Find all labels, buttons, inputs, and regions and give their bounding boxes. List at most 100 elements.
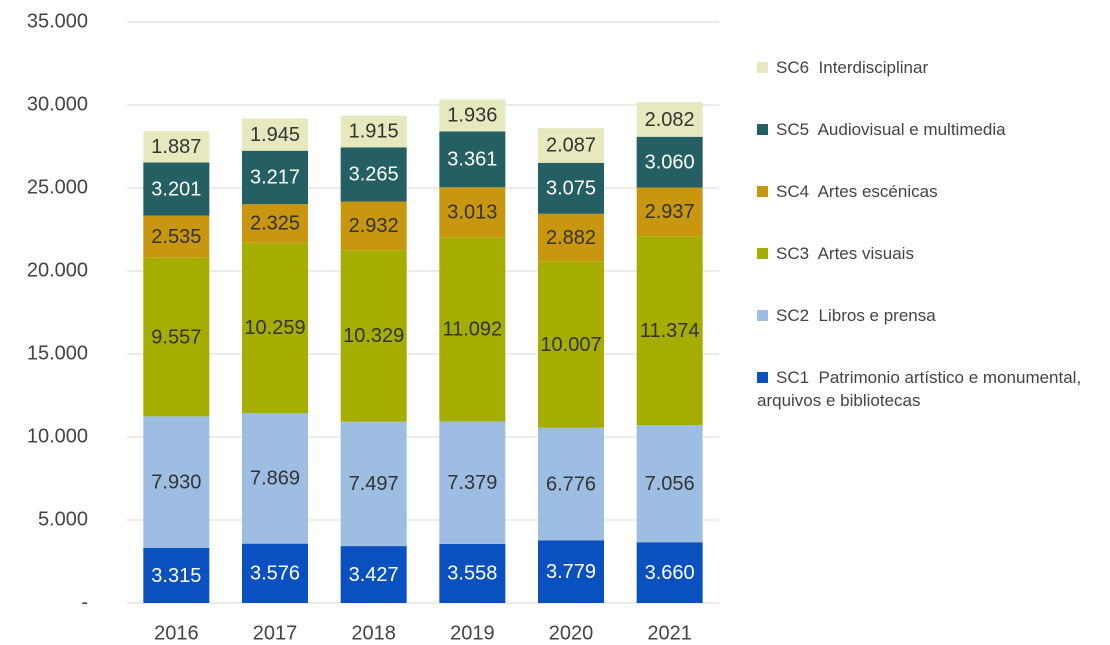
data-label: 9.557 <box>151 326 201 348</box>
legend-marker <box>757 372 768 383</box>
bar-segment <box>636 136 703 188</box>
bar-segment <box>636 425 703 543</box>
legend-item: SC5 Audiovisual e multimedia <box>757 118 1092 141</box>
data-label: 3.013 <box>447 202 497 224</box>
bar-segment <box>242 150 308 205</box>
data-label: 3.060 <box>645 151 695 173</box>
data-label: 7.930 <box>151 471 201 493</box>
data-label: 10.259 <box>244 317 305 339</box>
bar-segment <box>538 540 604 603</box>
data-label: 3.075 <box>546 178 596 200</box>
legend-item: SC3 Artes visuais <box>757 242 1092 265</box>
data-label: 7.056 <box>645 473 695 495</box>
x-tick-label: 2020 <box>549 622 594 644</box>
data-label: 11.092 <box>442 319 502 341</box>
data-label: 3.660 <box>645 562 695 584</box>
y-tick-label: 25.000 <box>27 176 88 198</box>
bar-segment <box>242 543 308 603</box>
data-label: 3.779 <box>546 561 596 583</box>
bar-segment <box>340 115 407 148</box>
bar-segment <box>538 162 604 214</box>
data-label: 7.869 <box>250 468 300 490</box>
bar-segment <box>143 257 210 417</box>
bar-segment <box>143 162 210 216</box>
bar-segment <box>636 102 703 137</box>
bar-segment <box>143 131 210 163</box>
legend-label: SC1 Patrimonio artístico e monumental, a… <box>757 368 1086 410</box>
y-tick-label: 15.000 <box>27 342 88 364</box>
data-label: 1.945 <box>250 124 300 146</box>
bar-segment <box>439 99 506 132</box>
data-label: 3.315 <box>151 565 201 587</box>
data-label: 2.937 <box>645 201 695 223</box>
bar-segment <box>538 427 604 541</box>
data-label: 2.082 <box>645 109 695 131</box>
legend-item: SC2 Libros e prensa <box>757 304 1092 327</box>
y-tick-label: 20.000 <box>27 259 88 281</box>
x-tick-label: 2016 <box>154 622 199 644</box>
bar-segment <box>340 421 407 547</box>
bar-segment <box>439 187 506 238</box>
y-tick-label: 35.000 <box>27 10 88 32</box>
bar-segment <box>242 204 308 243</box>
bar-segment <box>538 213 604 262</box>
data-label: 3.201 <box>151 178 201 200</box>
data-label: 2.325 <box>250 213 300 235</box>
data-label: 2.535 <box>151 226 201 248</box>
x-tick-label: 2018 <box>351 622 396 644</box>
bar-segment <box>242 242 308 414</box>
legend-item: SC1 Patrimonio artístico e monumental, a… <box>757 366 1092 412</box>
bar-segment <box>340 250 407 422</box>
legend-label: SC5 Audiovisual e multimedia <box>776 120 1006 139</box>
data-label: 2.087 <box>546 135 596 157</box>
data-label: 11.374 <box>640 320 700 342</box>
legend-marker <box>757 310 768 321</box>
data-label: 2.882 <box>546 227 596 249</box>
data-label: 10.329 <box>343 325 404 347</box>
legend-item: SC6 Interdisciplinar <box>757 56 1092 79</box>
data-label: 3.265 <box>349 164 399 186</box>
bar-segment <box>439 543 506 603</box>
legend-item: SC4 Artes escénicas <box>757 180 1092 203</box>
y-tick-label: - <box>81 591 88 613</box>
data-label: 6.776 <box>546 473 596 495</box>
bar-segment <box>242 118 308 151</box>
y-tick-label: 5.000 <box>38 508 88 530</box>
legend-label: SC4 Artes escénicas <box>776 182 938 201</box>
bar-segment <box>439 421 506 544</box>
data-label: 3.361 <box>447 149 497 171</box>
x-tick-label: 2017 <box>253 622 298 644</box>
data-label: 3.427 <box>349 564 399 586</box>
x-tick-label: 2021 <box>647 622 692 644</box>
data-label: 2.932 <box>349 215 399 237</box>
data-label: 3.217 <box>250 167 300 189</box>
bar-segment <box>340 546 407 603</box>
bar-segment <box>340 201 407 251</box>
bar-segment <box>538 261 604 428</box>
legend-label: SC6 Interdisciplinar <box>776 58 929 77</box>
bar-segment <box>143 547 210 603</box>
y-tick-label: 10.000 <box>27 425 88 447</box>
data-label: 3.576 <box>250 563 300 585</box>
bar-segment <box>439 131 506 188</box>
legend-marker <box>757 248 768 259</box>
legend-marker <box>757 124 768 135</box>
legend-label: SC2 Libros e prensa <box>776 306 936 325</box>
bar-segment <box>636 236 703 426</box>
bar-segment <box>636 542 703 603</box>
data-label: 3.558 <box>447 563 497 585</box>
data-label: 7.379 <box>447 472 497 494</box>
legend-marker <box>757 186 768 197</box>
bar-segment <box>439 237 506 422</box>
bar-segment <box>143 215 210 258</box>
bar-segment <box>538 128 604 163</box>
data-label: 1.887 <box>151 136 201 158</box>
bar-segment <box>636 187 703 237</box>
x-tick-label: 2019 <box>450 622 495 644</box>
bar-segment <box>340 147 407 202</box>
data-label: 1.915 <box>349 121 399 143</box>
bar-segment <box>242 413 308 544</box>
data-label: 7.497 <box>349 473 399 495</box>
